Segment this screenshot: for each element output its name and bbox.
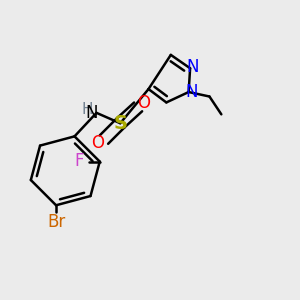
- Text: Br: Br: [47, 213, 65, 231]
- Text: O: O: [138, 94, 151, 112]
- Text: N: N: [86, 104, 98, 122]
- Text: N: N: [187, 58, 199, 76]
- Text: S: S: [113, 114, 127, 133]
- Text: F: F: [74, 152, 84, 170]
- Text: H: H: [82, 102, 93, 117]
- Text: O: O: [92, 134, 104, 152]
- Text: N: N: [185, 83, 198, 101]
